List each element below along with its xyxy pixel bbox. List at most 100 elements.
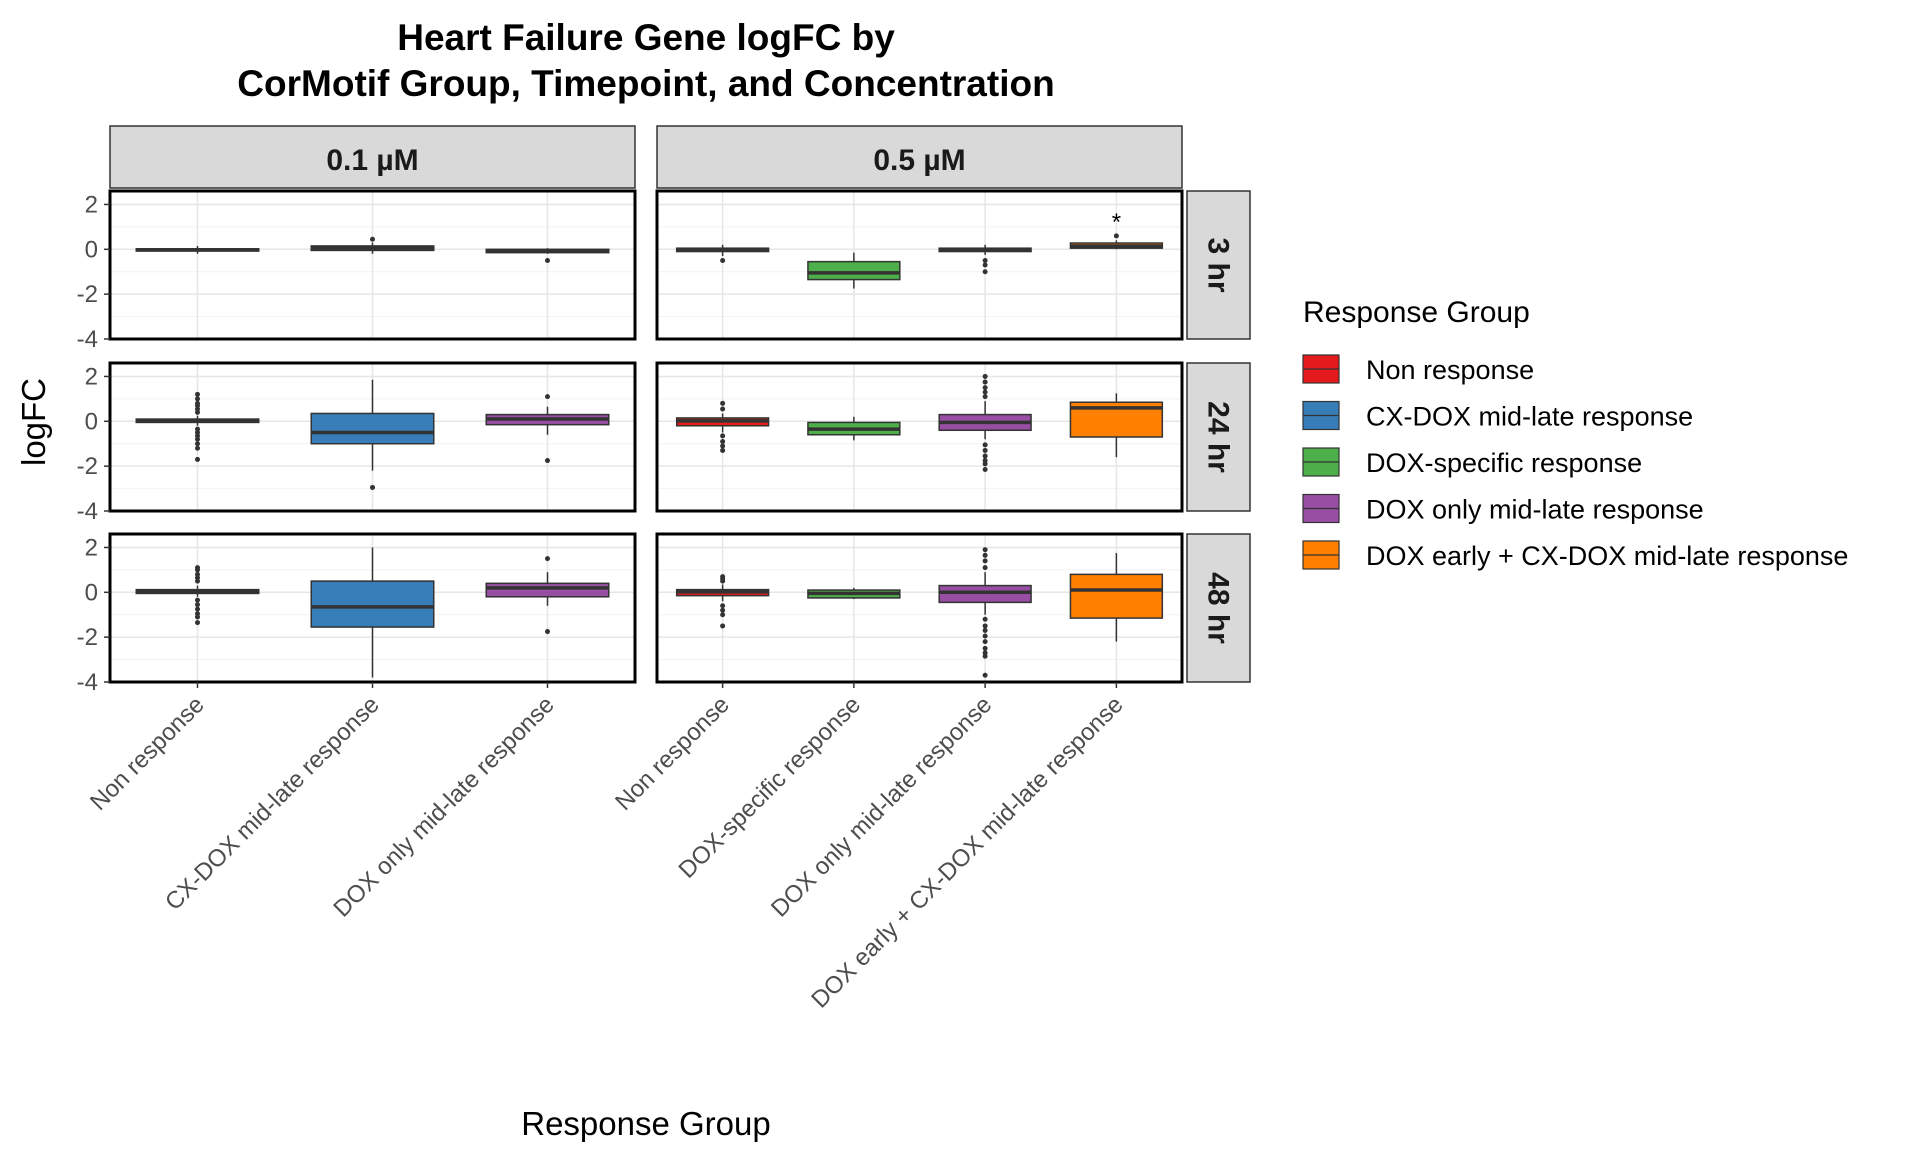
legend: Non response CX-DOX mid-late response DOX-… <box>1302 354 1848 571</box>
outlier-point <box>720 574 726 580</box>
outlier-point <box>982 379 988 385</box>
outlier-point <box>982 258 988 264</box>
outlier-point <box>195 396 200 402</box>
outlier-point <box>545 458 550 464</box>
column-strip <box>656 125 1183 189</box>
y-tick-label: 0 <box>85 236 98 263</box>
outlier-point <box>195 620 200 626</box>
outlier-point <box>370 236 375 242</box>
row-strip <box>1186 190 1251 340</box>
y-tick-label: 2 <box>85 191 98 218</box>
legend-label: CX-DOX mid-late response <box>1366 402 1693 432</box>
outlier-point <box>1113 233 1119 239</box>
outlier-point <box>720 443 726 449</box>
x-tick-label: DOX only mid-late response <box>766 691 997 922</box>
legend-label: DOX-specific response <box>1366 448 1642 478</box>
plot-area: 0.1 µM 0.5 µM 3 hr 24 hr 48 hr -4 -2 0 2 * -4 -2 0 2 -… <box>77 125 1251 1013</box>
outlier-point <box>982 467 988 473</box>
outlier-point <box>720 400 726 406</box>
outlier-point <box>982 394 988 400</box>
y-axis-title: logFC <box>15 378 52 466</box>
outlier-point <box>982 616 988 622</box>
box-iqr <box>807 260 901 281</box>
outlier-point <box>982 552 988 558</box>
outlier-point <box>545 556 550 562</box>
column-strip-label: 0.1 µM <box>326 144 418 177</box>
outlier-point <box>720 433 726 439</box>
outlier-point <box>195 441 200 447</box>
outlier-point <box>195 456 200 462</box>
column-strip-label: 0.5 µM <box>873 144 965 177</box>
outlier-point <box>195 445 200 451</box>
outlier-point <box>982 623 988 629</box>
legend-label: Non response <box>1366 355 1534 385</box>
outlier-point <box>982 627 988 633</box>
chart-title-line-2: CorMotif Group, Timepoint, and Concentra… <box>237 63 1054 104</box>
legend-title: Response Group <box>1303 296 1530 329</box>
y-tick-label: 0 <box>85 408 98 435</box>
outlier-point <box>982 453 988 459</box>
x-axis-title: Response Group <box>521 1105 770 1142</box>
y-tick-label: -2 <box>77 453 98 480</box>
outlier-point <box>195 565 200 571</box>
outlier-point <box>195 597 200 603</box>
panel-border <box>655 532 1184 684</box>
y-tick-label: 0 <box>85 579 98 606</box>
outlier-point <box>720 438 726 444</box>
outlier-point <box>982 447 988 453</box>
outlier-point <box>982 385 988 391</box>
outlier-point <box>982 547 988 553</box>
panel-border <box>108 189 637 341</box>
y-tick-label: -4 <box>77 498 98 525</box>
x-tick-label: Non response <box>610 691 735 816</box>
y-tick-label: 2 <box>85 363 98 390</box>
significance-annotation: * <box>1112 209 1121 236</box>
outlier-point <box>370 484 375 490</box>
outlier-point <box>720 603 726 609</box>
outlier-point <box>545 629 550 635</box>
row-strip <box>1186 362 1251 512</box>
outlier-point <box>982 389 988 395</box>
row-strip <box>1186 533 1251 683</box>
panel-background <box>657 191 1182 339</box>
outlier-point <box>982 653 988 659</box>
outlier-point <box>982 672 988 678</box>
outlier-point <box>195 400 200 406</box>
y-tick-label: -4 <box>77 669 98 696</box>
panel-border <box>108 361 637 513</box>
outlier-point <box>982 633 988 639</box>
box-iqr <box>1069 573 1164 619</box>
outlier-point <box>195 602 200 608</box>
outlier-point <box>545 394 550 400</box>
y-tick-label: -4 <box>77 326 98 353</box>
outlier-point <box>982 565 988 571</box>
panel-border <box>655 361 1184 513</box>
outlier-point <box>195 571 200 577</box>
y-tick-label: -2 <box>77 281 98 308</box>
outlier-point <box>195 436 200 442</box>
outlier-point <box>720 612 726 618</box>
outlier-point <box>720 607 726 613</box>
box-iqr <box>310 580 435 628</box>
outlier-point <box>982 645 988 651</box>
outlier-point <box>982 262 988 268</box>
y-tick-label: 2 <box>85 534 98 561</box>
outlier-point <box>720 406 726 412</box>
x-tick-label: Non response <box>85 691 210 816</box>
outlier-point <box>195 606 200 612</box>
outlier-point <box>720 623 726 629</box>
row-strip-label: 24 hr <box>1202 401 1235 473</box>
outlier-point <box>982 461 988 467</box>
outlier-point <box>720 447 726 453</box>
outlier-point <box>982 269 988 275</box>
outlier-point <box>982 373 988 379</box>
column-strip <box>109 125 636 189</box>
box-iqr <box>485 582 610 598</box>
outlier-point <box>545 258 550 264</box>
outlier-point <box>195 614 200 620</box>
outlier-point <box>982 442 988 448</box>
y-tick-label: -2 <box>77 624 98 651</box>
chart-title-line-1: Heart Failure Gene logFC by <box>397 17 895 58</box>
